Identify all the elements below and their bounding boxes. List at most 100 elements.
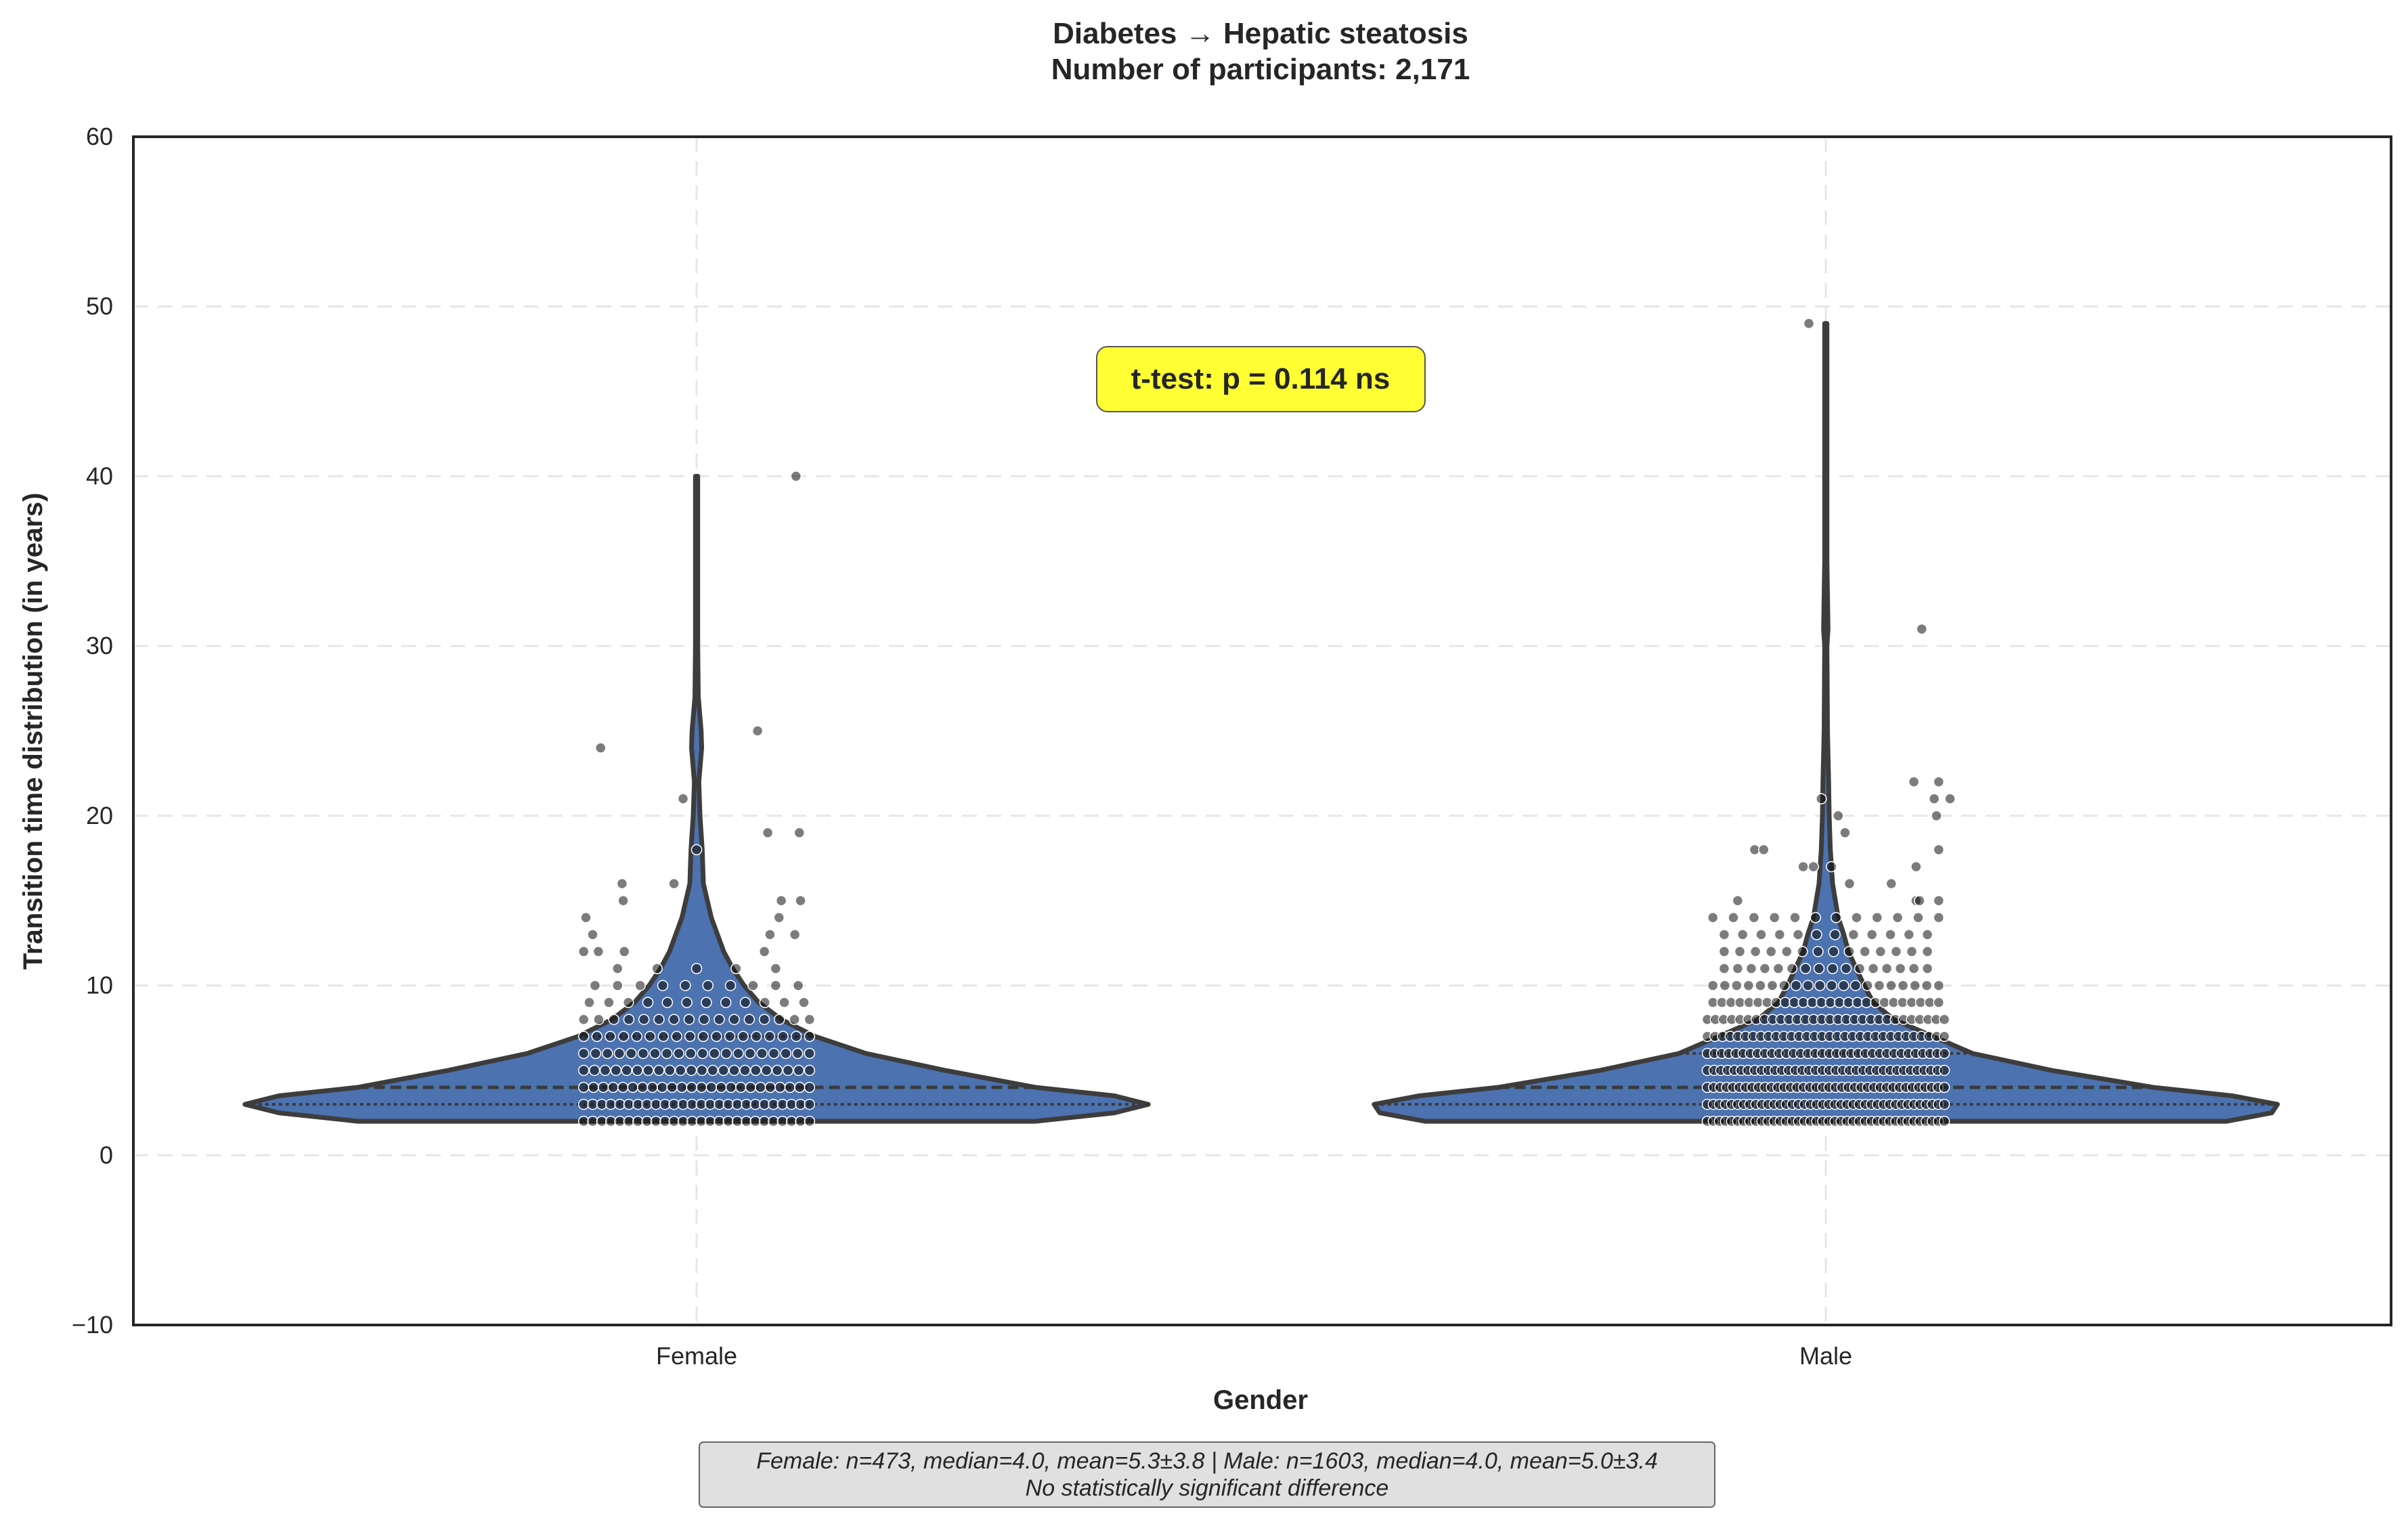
data-point (1931, 810, 1942, 822)
data-point (653, 1064, 665, 1077)
data-point (1728, 912, 1739, 924)
data-point (1736, 929, 1749, 940)
data-point (1881, 963, 1893, 974)
data-point (1833, 810, 1844, 822)
data-point (1938, 1030, 1950, 1043)
data-point (737, 1030, 749, 1043)
data-point (1718, 929, 1730, 940)
data-point (758, 1014, 770, 1025)
data-point (1938, 1014, 1950, 1025)
data-point (649, 1047, 661, 1060)
data-point (677, 793, 689, 805)
data-point (761, 1064, 772, 1077)
data-point (1843, 877, 1856, 890)
data-point (755, 1081, 766, 1093)
data-point (1799, 963, 1812, 974)
data-point (685, 1064, 697, 1077)
data-point (588, 1064, 600, 1077)
data-point (702, 980, 714, 991)
data-point (1909, 980, 1921, 991)
data-point (588, 1081, 599, 1093)
data-point (1897, 980, 1909, 991)
data-point (716, 1081, 727, 1093)
x-tick-label-female: Female (656, 1342, 737, 1370)
data-point (590, 1047, 602, 1060)
data-point (707, 1064, 719, 1077)
data-point (730, 963, 742, 974)
data-point (661, 1047, 673, 1060)
data-point (747, 980, 759, 991)
data-point (725, 1081, 737, 1093)
data-point (674, 1064, 686, 1077)
data-point (1859, 946, 1870, 957)
data-point (1938, 1115, 1950, 1127)
y-tick-label: 60 (86, 123, 113, 150)
data-point (686, 1081, 697, 1093)
data-point (627, 1081, 638, 1093)
data-point (580, 912, 592, 924)
data-point (613, 1047, 626, 1060)
data-point (623, 1014, 635, 1025)
data-point (591, 1030, 603, 1043)
data-point (577, 946, 590, 957)
data-point (1894, 963, 1906, 974)
data-point (1938, 1098, 1950, 1110)
data-point (1885, 929, 1896, 940)
data-point (691, 844, 703, 856)
data-point (1732, 894, 1744, 907)
data-point (637, 1047, 649, 1060)
data-point (1755, 929, 1767, 940)
data-point (1734, 946, 1746, 957)
data-point (668, 1014, 680, 1025)
data-point (1914, 894, 1925, 907)
data-point (711, 1030, 722, 1043)
data-point (793, 827, 806, 839)
data-point (691, 963, 703, 974)
data-point (770, 963, 782, 974)
data-point (1854, 963, 1866, 974)
data-point (1921, 929, 1933, 940)
data-point (584, 997, 595, 1008)
data-point (701, 997, 712, 1008)
data-point (744, 1047, 756, 1060)
data-point (636, 1081, 649, 1093)
data-point (1840, 963, 1852, 974)
data-point (1768, 912, 1780, 924)
data-point (1885, 980, 1897, 991)
data-point (661, 997, 674, 1008)
data-point (1758, 844, 1770, 856)
y-axis-label: Transition time distribution (in years) (18, 493, 48, 970)
data-point (775, 894, 787, 907)
data-point (759, 997, 771, 1008)
data-point (1921, 980, 1933, 991)
data-point (790, 1030, 802, 1043)
data-point (1790, 980, 1802, 991)
data-point (676, 1081, 688, 1093)
data-point (758, 946, 770, 957)
data-point (626, 1047, 637, 1060)
data-point (791, 1047, 804, 1060)
data-point (1938, 1064, 1950, 1077)
data-point (784, 1081, 796, 1093)
data-point (1871, 912, 1883, 924)
y-tick-label: 0 (100, 1141, 113, 1169)
data-point (745, 1081, 757, 1093)
y-tick-label: 50 (86, 292, 113, 320)
data-point (1851, 912, 1862, 924)
data-point (1847, 929, 1860, 940)
y-tick-label: 40 (86, 462, 113, 490)
data-point (1811, 929, 1822, 940)
data-point (684, 1047, 697, 1060)
data-point (1743, 980, 1755, 991)
data-point (622, 997, 634, 1008)
data-point (1829, 929, 1841, 940)
data-point (1772, 963, 1785, 974)
data-point (720, 1047, 732, 1060)
data-point (1933, 844, 1945, 856)
footnote-line1: Female: n=473, median=4.0, mean=5.3±3.8 … (756, 1448, 1658, 1474)
data-point (714, 1014, 725, 1025)
data-point (792, 980, 804, 991)
data-point (577, 1014, 590, 1025)
data-point (804, 1064, 816, 1077)
data-point (632, 1064, 643, 1077)
